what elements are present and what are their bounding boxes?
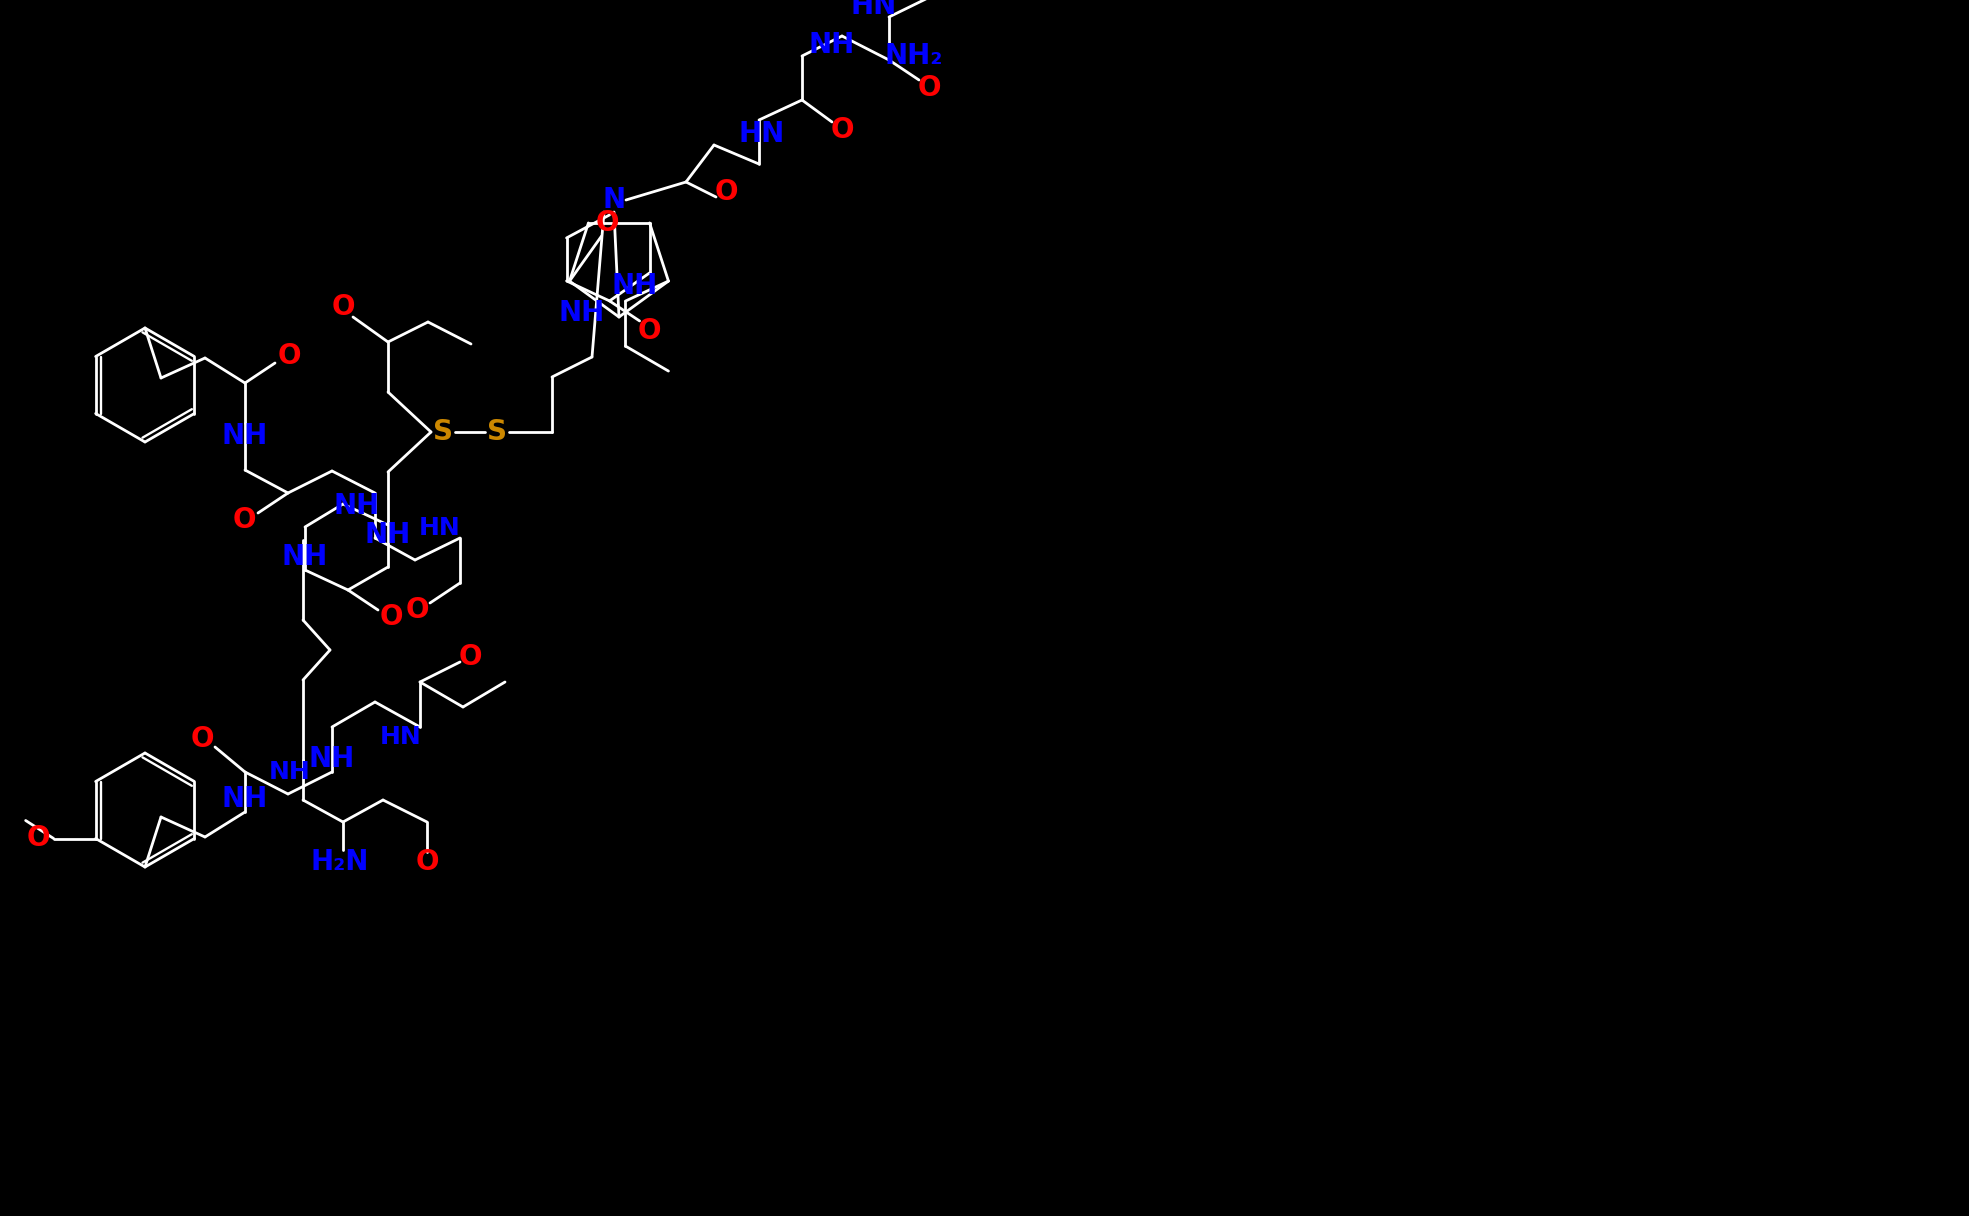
Text: O: O	[831, 116, 855, 143]
Text: NH: NH	[335, 492, 380, 520]
Text: O: O	[191, 725, 215, 753]
Text: O: O	[380, 603, 404, 631]
Text: HN: HN	[419, 516, 461, 540]
Text: N: N	[603, 186, 626, 214]
Text: NH₂: NH₂	[884, 43, 943, 71]
Text: O: O	[278, 342, 301, 370]
Text: NH: NH	[309, 745, 354, 773]
Text: NH: NH	[364, 520, 412, 548]
Text: NH: NH	[282, 544, 329, 572]
Text: NH: NH	[809, 30, 855, 60]
Text: O: O	[715, 178, 738, 206]
Text: HN: HN	[380, 725, 421, 749]
Text: O: O	[331, 293, 354, 321]
Text: O: O	[459, 643, 482, 671]
Text: H₂N: H₂N	[311, 848, 370, 876]
Text: O: O	[918, 74, 941, 102]
Text: O: O	[28, 824, 51, 852]
Text: NH: NH	[559, 299, 604, 327]
Text: O: O	[597, 209, 620, 237]
Text: NH: NH	[270, 760, 311, 784]
Text: HN: HN	[738, 120, 786, 148]
Text: NH: NH	[222, 422, 268, 450]
Text: NH: NH	[222, 786, 268, 814]
Text: NH: NH	[612, 272, 658, 300]
Text: O: O	[415, 848, 439, 876]
Text: HN: HN	[851, 0, 898, 19]
Text: O: O	[406, 596, 429, 624]
Text: S: S	[486, 418, 506, 446]
Text: O: O	[232, 506, 256, 534]
Text: S: S	[433, 418, 453, 446]
Text: O: O	[638, 317, 662, 345]
